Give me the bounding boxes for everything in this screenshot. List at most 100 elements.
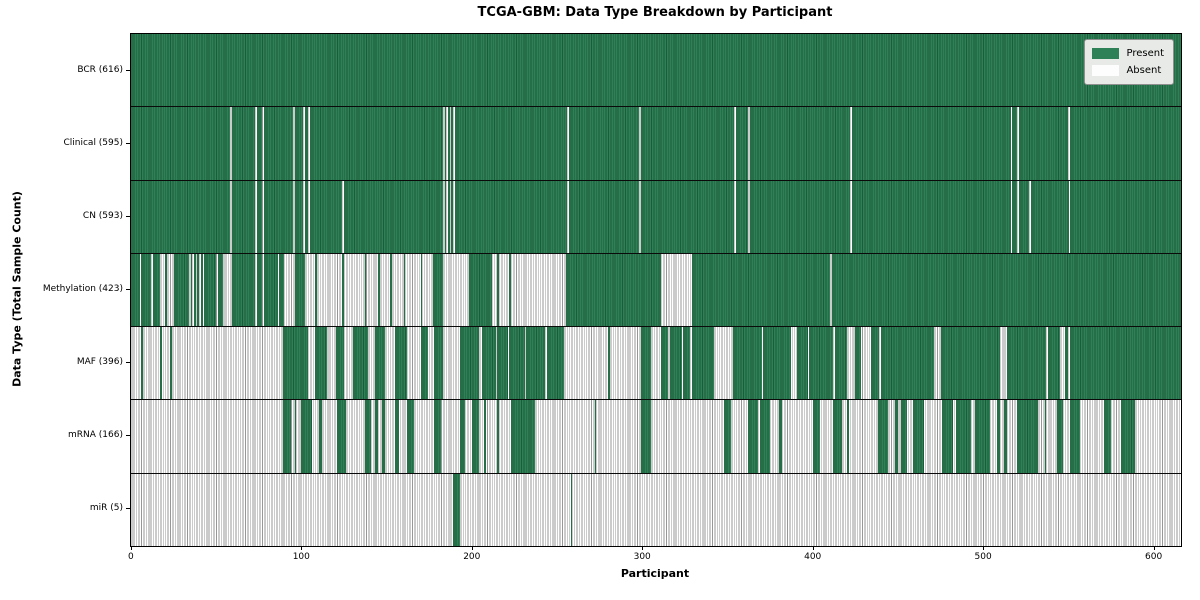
x-tick-label: 500 — [974, 552, 992, 562]
present-segment — [691, 327, 714, 400]
present-segment — [131, 180, 230, 253]
present-segment — [594, 400, 597, 473]
present-segment — [257, 180, 263, 253]
x-tick — [983, 546, 985, 550]
present-segment — [852, 107, 1011, 180]
row-label-Methylation: Methylation (423) — [42, 284, 123, 294]
present-segment — [309, 180, 343, 253]
present-segment — [159, 327, 162, 400]
present-segment — [870, 327, 880, 400]
present-segment — [263, 253, 278, 327]
present-segment — [263, 107, 293, 180]
y-tick — [126, 435, 130, 437]
y-tick — [126, 69, 130, 71]
y-tick — [126, 362, 130, 364]
present-segment — [374, 400, 379, 473]
present-segment — [640, 180, 735, 253]
chart-title: TCGA-GBM: Data Type Breakdown by Partici… — [477, 5, 833, 20]
present-segment — [894, 400, 899, 473]
present-segment — [1070, 107, 1181, 180]
present-segment — [315, 327, 327, 400]
present-segment — [724, 400, 731, 473]
present-segment — [1017, 400, 1038, 473]
present-segment — [165, 253, 167, 327]
present-segment — [661, 327, 668, 400]
present-segment — [459, 327, 479, 400]
present-segment — [454, 180, 568, 253]
y-tick — [126, 142, 130, 144]
present-segment — [570, 473, 573, 546]
present-segment — [1056, 400, 1064, 473]
matrix-row-Clinical — [131, 107, 1181, 181]
present-segment — [197, 253, 200, 327]
present-segment — [432, 253, 443, 327]
present-segment — [608, 327, 610, 400]
x-tick-label: 100 — [292, 552, 310, 562]
present-segment — [141, 253, 152, 327]
present-segment — [881, 327, 934, 400]
present-segment — [390, 253, 392, 327]
present-segment — [335, 327, 345, 400]
present-segment — [565, 253, 662, 327]
present-segment — [1104, 400, 1112, 473]
present-segment — [833, 400, 842, 473]
present-segment — [1031, 180, 1069, 253]
legend-label-absent: Absent — [1126, 65, 1162, 76]
present-segment — [294, 253, 305, 327]
present-segment — [344, 180, 443, 253]
present-segment — [812, 400, 820, 473]
present-segment — [454, 107, 568, 180]
row-label-CN: CN (593) — [82, 210, 123, 221]
present-segment — [809, 327, 834, 400]
present-segment — [482, 327, 496, 400]
present-segment — [1012, 107, 1018, 180]
present-segment — [468, 253, 493, 327]
present-swatch-icon — [1092, 48, 1120, 59]
row-label-mRNA: mRNA (166) — [68, 430, 123, 441]
present-segment — [749, 180, 851, 253]
present-segment — [691, 253, 830, 327]
present-segment — [797, 327, 808, 400]
x-tick-label: 300 — [633, 552, 651, 562]
present-segment — [640, 400, 651, 473]
present-segment — [569, 180, 639, 253]
x-tick — [642, 546, 644, 550]
present-segment — [231, 107, 256, 180]
present-segment — [448, 107, 450, 180]
present-segment — [294, 180, 304, 253]
present-segment — [403, 253, 406, 327]
present-segment — [263, 180, 293, 253]
present-segment — [342, 253, 345, 327]
present-segment — [453, 473, 460, 546]
legend: Present Absent — [1084, 39, 1174, 85]
present-segment — [131, 34, 1181, 107]
present-segment — [1012, 180, 1018, 253]
present-segment — [759, 400, 771, 473]
present-segment — [1003, 400, 1008, 473]
present-segment — [217, 253, 224, 327]
present-segment — [444, 107, 447, 180]
present-segment — [173, 253, 189, 327]
present-segment — [444, 180, 447, 253]
matrix-row-miR — [131, 473, 1181, 546]
present-segment — [748, 400, 759, 473]
present-segment — [1044, 400, 1047, 473]
present-segment — [257, 107, 263, 180]
present-segment — [434, 327, 443, 400]
present-segment — [304, 107, 309, 180]
present-segment — [378, 253, 380, 327]
present-segment — [956, 400, 972, 473]
row-label-MAF: MAF (396) — [76, 357, 123, 368]
present-segment — [364, 400, 372, 473]
present-segment — [901, 400, 907, 473]
present-segment — [304, 180, 309, 253]
present-segment — [315, 253, 317, 327]
present-segment — [736, 180, 749, 253]
present-segment — [669, 327, 682, 400]
matrix-row-Methylation — [131, 253, 1181, 328]
present-segment — [834, 327, 847, 400]
x-tick-label: 200 — [463, 552, 481, 562]
plot-area: Present Absent — [130, 33, 1182, 547]
legend-item-absent: Absent — [1092, 62, 1164, 79]
